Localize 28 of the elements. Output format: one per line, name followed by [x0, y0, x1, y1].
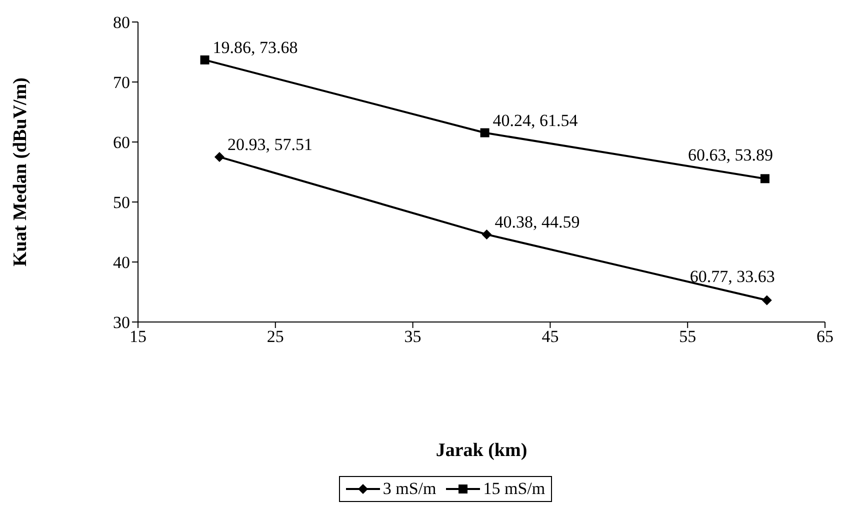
- legend-label: 15 mS/m: [483, 479, 546, 499]
- y-tick-label: 30: [113, 313, 130, 332]
- y-tick-label: 40: [113, 253, 130, 272]
- data-label: 60.77, 33.63: [690, 267, 775, 286]
- x-tick-label: 35: [404, 327, 422, 346]
- point: [760, 174, 770, 184]
- data-label: 60.63, 53.89: [688, 146, 773, 165]
- y-tick-label: 50: [113, 193, 130, 212]
- point: [480, 128, 490, 138]
- data-label: 40.24, 61.54: [492, 110, 578, 130]
- data-label: 19.86, 73.68: [212, 38, 298, 57]
- data-label: 40.38, 44.59: [494, 212, 580, 232]
- x-tick-label: 65: [816, 327, 834, 346]
- x-tick-label: 45: [542, 327, 559, 346]
- y-tick-label: 80: [113, 13, 130, 32]
- point: [482, 229, 492, 240]
- point: [762, 295, 772, 306]
- x-tick-label: 15: [130, 327, 146, 346]
- x-tick-label: 25: [266, 327, 284, 346]
- x-tick-label: 55: [679, 327, 696, 346]
- y-tick-label: 70: [113, 73, 130, 92]
- point: [200, 55, 210, 64]
- data-label: 20.93, 57.51: [227, 134, 312, 154]
- point: [214, 152, 224, 162]
- y-axis-title: Kuat Medan (dBuV/m): [10, 78, 31, 266]
- x-axis-title: Jarak (km): [436, 440, 528, 461]
- y-tick-label: 60: [113, 133, 130, 152]
- legend-label: 3 mS/m: [382, 479, 436, 499]
